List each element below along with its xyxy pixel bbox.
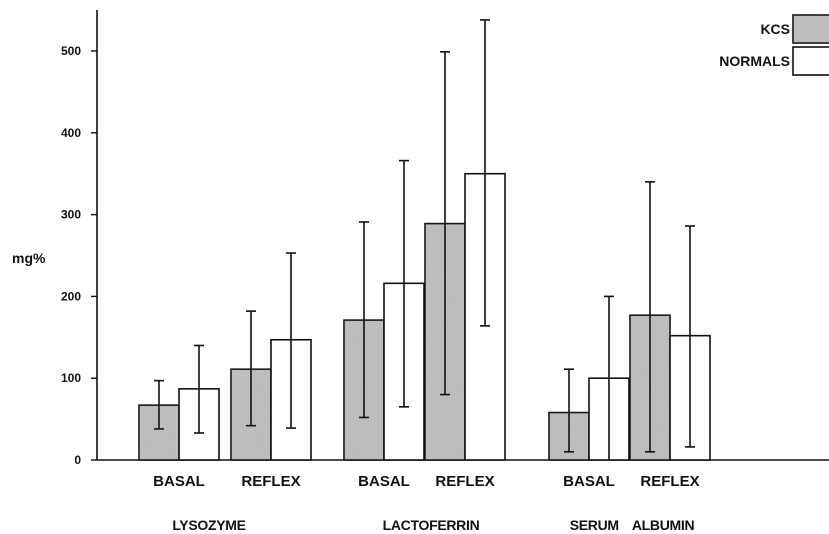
x-tick-label: BASAL	[358, 473, 410, 490]
legend: KCS NORMALS	[719, 14, 829, 76]
group-label: SERUM ALBUMIN	[570, 517, 695, 533]
y-tick-label: 200	[61, 289, 81, 303]
y-tick-label: 400	[61, 126, 81, 140]
legend-label-kcs: KCS	[760, 21, 790, 37]
y-axis-label: mg%	[12, 250, 46, 266]
legend-swatch-kcs-texture	[793, 15, 829, 43]
error-bars	[154, 19, 695, 460]
x-tick-label: REFLEX	[435, 473, 494, 490]
legend-swatch-normals	[792, 46, 829, 76]
group-label: LACTOFERRIN	[383, 517, 480, 533]
y-tick-label: 100	[61, 371, 81, 385]
bars	[138, 172, 711, 461]
labels: mg% BASAL REFLEX BASAL REFLEX BASAL REFLEX LYSO…	[12, 250, 700, 533]
group-label: LYSOZYME	[172, 517, 245, 533]
y-tick-label: 500	[61, 44, 81, 58]
x-tick-label: REFLEX	[640, 473, 699, 490]
x-tick-label: REFLEX	[241, 473, 300, 490]
x-tick-label: BASAL	[153, 473, 205, 490]
legend-label-normals: NORMALS	[719, 53, 790, 69]
x-tick-label: BASAL	[563, 473, 615, 490]
y-tick-label: 300	[61, 208, 81, 222]
y-tick-label: 0	[74, 453, 81, 467]
